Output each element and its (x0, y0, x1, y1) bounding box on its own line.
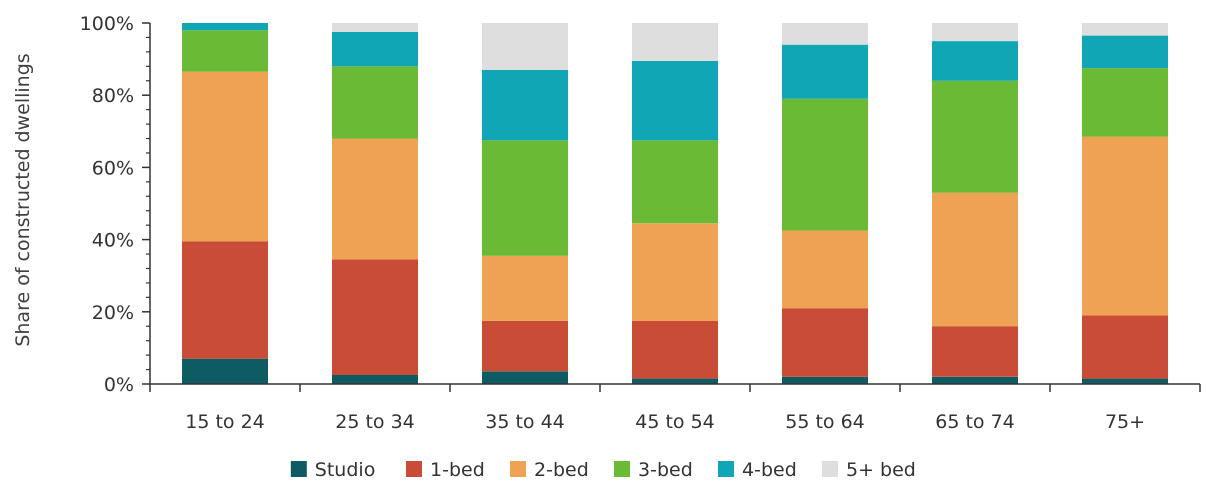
bar-5plus-bed-75plus (1082, 23, 1168, 36)
bar-1-bed-45-to-54 (632, 320, 718, 379)
y-tick-label: 40% (92, 230, 134, 252)
legend-label-3-bed: 3-bed (638, 459, 693, 481)
bar-3-bed-45-to-54 (632, 140, 718, 224)
bar-1-bed-75plus (1082, 315, 1168, 379)
bar-3-bed-15-to-24 (182, 30, 268, 72)
y-tick-label: 100% (80, 13, 134, 35)
bar-studio-75plus (1082, 378, 1168, 384)
bar-5plus-bed-65-to-74 (932, 23, 1018, 42)
legend-swatch-1-bed (406, 461, 422, 477)
x-tick-label: 55 to 64 (785, 411, 865, 433)
bar-3-bed-55-to-64 (782, 98, 868, 231)
legend-label-studio: Studio (315, 459, 376, 481)
legend-label-2-bed: 2-bed (534, 459, 589, 481)
bar-4-bed-15-to-24 (182, 23, 268, 31)
axis-layer: 15 to 24 25 to 34 35 to 44 45 to 54 55 to 64… (80, 13, 1201, 433)
bar-studio-65-to-74 (932, 376, 1018, 384)
bar-4-bed-65-to-74 (932, 41, 1018, 81)
legend-swatch-2-bed (510, 461, 526, 477)
y-axis-title: Share of constructed dwellings (12, 53, 34, 346)
legend-swatch-studio (290, 461, 307, 477)
legend-label-4-bed: 4-bed (742, 459, 797, 481)
bar-4-bed-75plus (1082, 35, 1168, 69)
bar-1-bed-15-to-24 (182, 241, 268, 359)
bar-1-bed-55-to-64 (782, 308, 868, 377)
x-tick-label: 25 to 34 (335, 411, 415, 433)
bar-3-bed-65-to-74 (932, 80, 1018, 193)
bar-2-bed-65-to-74 (932, 192, 1018, 327)
x-tick-label: 45 to 54 (635, 411, 715, 433)
legend: Studio 1-bed 2-bed 3-bed 4-bed 5+ bed (290, 459, 916, 481)
bars-layer (182, 23, 1168, 384)
legend-label-1-bed: 1-bed (430, 459, 485, 481)
bar-studio-35-to-44 (482, 371, 568, 384)
y-tick-label: 80% (92, 85, 134, 107)
bar-3-bed-75plus (1082, 68, 1168, 137)
bar-3-bed-25-to-34 (332, 66, 418, 139)
bar-3-bed-35-to-44 (482, 140, 568, 256)
bar-5plus-bed-45-to-54 (632, 23, 718, 61)
bar-studio-45-to-54 (632, 378, 718, 384)
x-tick-label: 15 to 24 (185, 411, 265, 433)
bar-studio-25-to-34 (332, 375, 418, 384)
bar-2-bed-25-to-34 (332, 138, 418, 260)
bar-4-bed-55-to-64 (782, 44, 868, 99)
legend-swatch-5plus-bed (822, 461, 838, 477)
bar-2-bed-15-to-24 (182, 71, 268, 242)
bar-1-bed-25-to-34 (332, 259, 418, 375)
bar-2-bed-75plus (1082, 136, 1168, 316)
bar-2-bed-45-to-54 (632, 223, 718, 321)
x-tick-label: 75+ (1105, 411, 1145, 433)
legend-label-5plus-bed: 5+ bed (846, 459, 916, 481)
bar-2-bed-35-to-44 (482, 255, 568, 321)
bar-1-bed-65-to-74 (932, 326, 1018, 377)
y-tick-label: 20% (92, 302, 134, 324)
legend-swatch-3-bed (614, 461, 630, 477)
bar-studio-55-to-64 (782, 376, 868, 384)
bar-4-bed-45-to-54 (632, 60, 718, 141)
bar-5plus-bed-25-to-34 (332, 23, 418, 32)
bar-2-bed-55-to-64 (782, 230, 868, 309)
bar-5plus-bed-55-to-64 (782, 23, 868, 45)
legend-swatch-4-bed (718, 461, 734, 477)
y-tick-label: 0% (104, 374, 134, 396)
bar-4-bed-35-to-44 (482, 69, 568, 141)
x-tick-label: 65 to 74 (935, 411, 1015, 433)
x-tick-label: 35 to 44 (485, 411, 565, 433)
bar-1-bed-35-to-44 (482, 320, 568, 372)
bar-4-bed-25-to-34 (332, 32, 418, 67)
bar-5plus-bed-35-to-44 (482, 23, 568, 70)
bar-studio-15-to-24 (182, 358, 268, 384)
y-tick-label: 60% (92, 157, 134, 179)
